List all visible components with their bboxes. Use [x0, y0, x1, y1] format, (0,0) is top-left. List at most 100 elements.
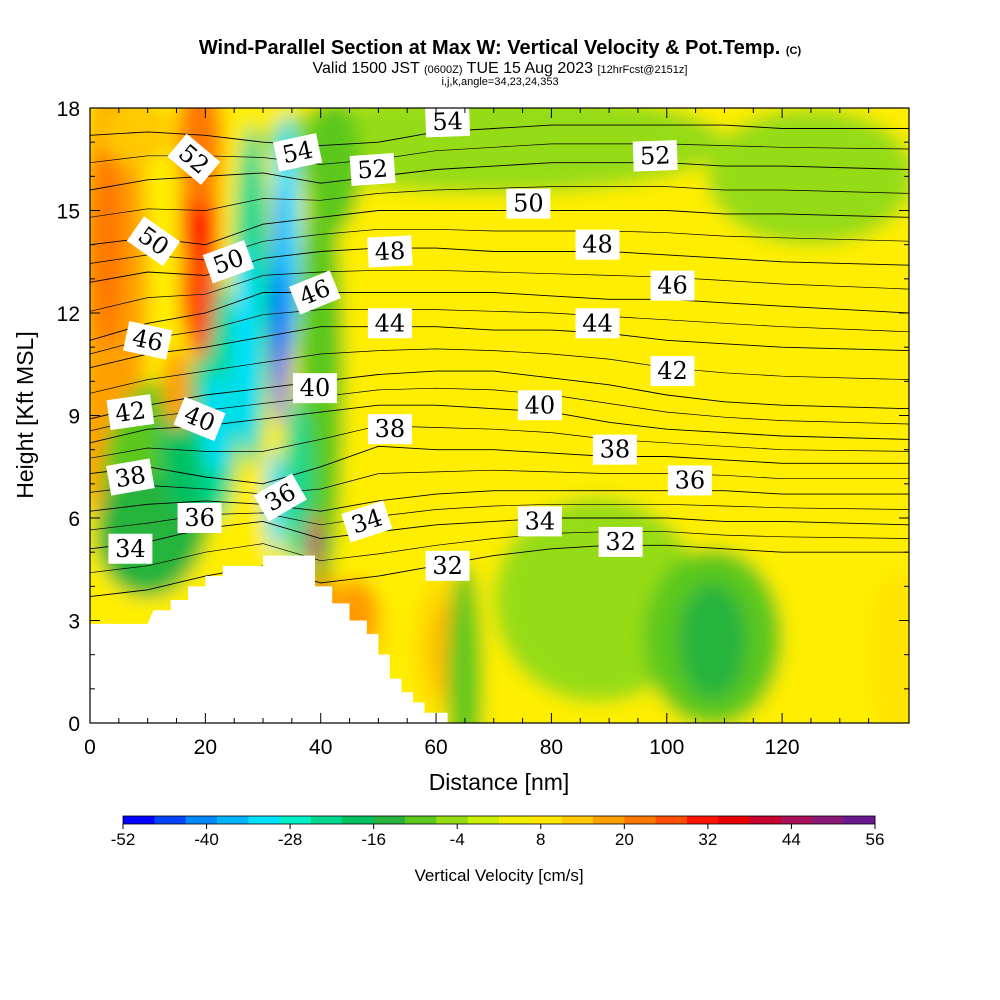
contour-label-text: 46	[130, 323, 166, 357]
contour-label-box	[592, 434, 637, 465]
theta-contour-44	[90, 326, 909, 369]
colorbar-tick-label: -4	[450, 830, 465, 849]
contour-label: 48	[575, 229, 620, 260]
contour-label: 32	[598, 526, 643, 557]
velocity-region	[868, 569, 909, 723]
colorbar-tick-label: -16	[361, 830, 386, 849]
velocity-region	[707, 108, 909, 245]
contour-label-box	[632, 140, 678, 172]
contour-label-text: 38	[600, 436, 631, 464]
velocity-region	[232, 244, 259, 450]
theta-contour-minor	[90, 186, 909, 218]
x-tick-label: 120	[765, 736, 800, 759]
contour-label: 44	[575, 308, 620, 339]
forecast-info: [12hrFcst@2151z]	[597, 64, 688, 76]
theta-contour-38	[90, 445, 909, 485]
contour-label: 40	[517, 390, 562, 421]
colorbar-tick-label: 8	[536, 830, 545, 849]
colorbar-swatch	[154, 816, 187, 824]
colorbar-swatch	[342, 816, 375, 824]
colorbar-tick-label: -40	[194, 830, 219, 849]
chart-subtitle: Valid 1500 JST (0600Z) TUE 15 Aug 2023 […	[0, 60, 1000, 78]
y-tick-label: 15	[57, 201, 80, 224]
contour-label: 50	[506, 188, 551, 219]
theta-contour-50	[90, 210, 909, 246]
contour-label-box	[126, 216, 181, 267]
contour-label-box	[598, 526, 643, 557]
valid-time: Valid 1500 JST	[312, 60, 420, 77]
theta-contour-minor	[90, 309, 909, 355]
contour-label: 38	[592, 434, 637, 465]
contour-label-text: 32	[432, 552, 463, 580]
contour-label: 34	[108, 533, 153, 564]
colorbar-swatch	[123, 816, 155, 824]
y-tick-label: 12	[57, 303, 80, 326]
colorbar-tick-label: -28	[278, 830, 303, 849]
contour-label-text: 40	[300, 374, 331, 402]
contour-label-text: 40	[525, 391, 556, 419]
contour-label-box	[177, 503, 222, 533]
y-tick-label: 0	[68, 713, 80, 736]
y-tick-label: 18	[57, 98, 80, 121]
contour-label: 40	[292, 373, 337, 404]
contour-label-text: 42	[657, 357, 688, 385]
contour-label-text: 34	[525, 507, 556, 535]
contour-label-text: 34	[115, 535, 146, 563]
colorbar-swatch	[436, 816, 469, 824]
contour-label-box	[349, 153, 396, 186]
colorbar-swatch	[405, 816, 437, 824]
chart-title: Wind-Parallel Section at Max W: Vertical…	[0, 37, 1000, 60]
colorbar-swatch	[561, 816, 594, 824]
contour-label-box	[108, 533, 153, 564]
contour-label-box	[575, 308, 620, 339]
contour-label-box	[272, 133, 323, 172]
colorbar-swatch	[373, 816, 406, 824]
valid-zulu: (0600Z)	[423, 64, 463, 76]
x-tick-label: 40	[309, 736, 332, 759]
colorbar-swatch	[467, 816, 500, 824]
x-tick-label: 100	[649, 736, 684, 759]
contour-label-box	[341, 500, 393, 543]
contour-label-box	[202, 240, 255, 284]
colorbar-swatch	[593, 816, 625, 824]
contour-label-box	[667, 465, 712, 496]
x-tick-label: 80	[540, 736, 563, 759]
contour-label: 48	[367, 235, 413, 268]
colorbar-swatch	[749, 816, 782, 824]
x-tick-label: 60	[424, 736, 447, 759]
colorbar-swatch	[499, 816, 531, 824]
contour-label: 34	[517, 506, 562, 537]
y-tick-label: 6	[68, 508, 80, 531]
colorbar-swatch	[530, 816, 563, 824]
contour-label-text: 36	[184, 504, 215, 532]
colorbar-swatch	[279, 816, 312, 824]
contour-label-box	[123, 321, 173, 360]
contour-label-box	[173, 396, 226, 442]
contour-label: 38	[106, 458, 155, 496]
theta-contour-52	[90, 162, 909, 191]
contour-label-text: 52	[356, 154, 388, 184]
contour-label: 44	[367, 308, 412, 339]
colorbar: -52 -40 -28 -16 -4 8 20 32 44 56	[111, 815, 884, 849]
theta-contour-36	[90, 490, 909, 512]
contour-label: 36	[177, 503, 222, 533]
colorbar-tick-label: 44	[782, 830, 801, 849]
theta-contour-minor	[90, 269, 909, 312]
theta-contour-minor	[90, 348, 909, 394]
x-tick-label: 0	[84, 736, 96, 759]
colorbar-label: Vertical Velocity [cm/s]	[414, 866, 583, 885]
contour-label: 46	[123, 321, 173, 360]
colorbar-swatch	[624, 816, 657, 824]
contour-label-text: 44	[582, 309, 613, 337]
contour-label-box	[367, 308, 412, 339]
contour-label-box	[650, 270, 695, 301]
contour-label-text: 46	[657, 272, 688, 300]
contour-label-box	[517, 506, 562, 537]
contour-label: 46	[650, 270, 695, 301]
contour-label: 32	[425, 550, 470, 581]
theta-contour-minor	[90, 425, 909, 459]
